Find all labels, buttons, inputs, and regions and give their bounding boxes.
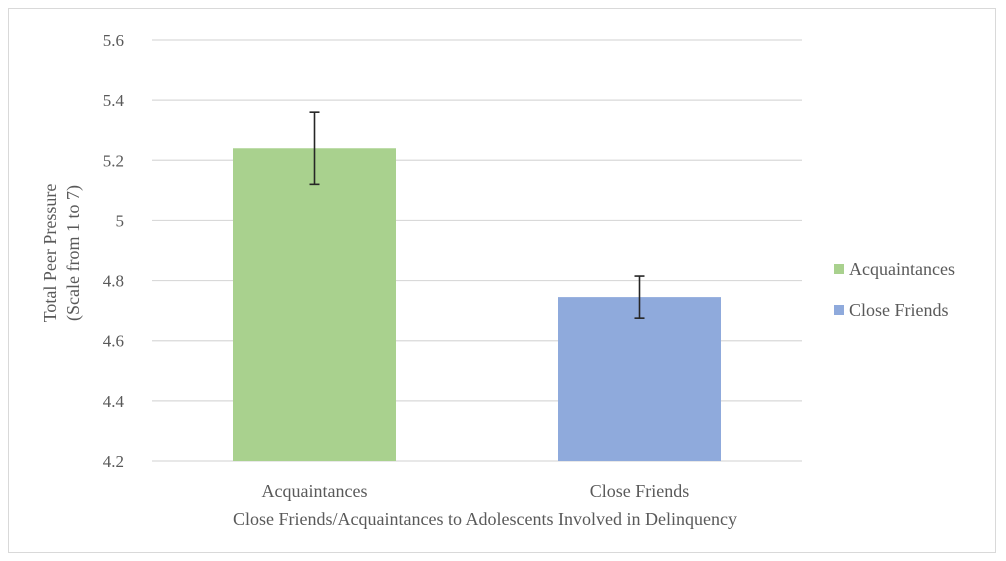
chart-frame: 4.2 4.4 4.6 4.8 5 5.2 5.4 5.6 Acquaintances Clos… [8, 8, 996, 553]
x-tick-label: Close Friends [590, 481, 690, 501]
bar-acquaintances [233, 148, 396, 461]
legend: Acquaintances Close Friends [834, 259, 955, 320]
legend-swatch-acquaintances [834, 264, 844, 274]
x-tick-labels: Acquaintances Close Friends [262, 481, 690, 501]
y-tick-label: 5.6 [103, 31, 124, 50]
bar-chart: 4.2 4.4 4.6 4.8 5 5.2 5.4 5.6 Acquaintances Clos… [40, 31, 955, 529]
y-axis-title-line1: Total Peer Pressure [40, 184, 60, 323]
y-tick-label: 5 [116, 211, 125, 230]
y-tick-label: 5.4 [103, 91, 125, 110]
x-tick-label: Acquaintances [262, 481, 368, 501]
legend-label-close-friends: Close Friends [849, 300, 949, 320]
x-axis-title: Close Friends/Acquaintances to Adolescen… [233, 509, 737, 529]
y-tick-label: 4.8 [103, 272, 124, 291]
y-tick-label: 4.2 [103, 452, 124, 471]
y-tick-label: 4.6 [103, 332, 124, 351]
y-axis-title-line2: (Scale from 1 to 7) [63, 185, 84, 321]
legend-label-acquaintances: Acquaintances [849, 259, 955, 279]
y-tick-label: 5.2 [103, 151, 124, 170]
legend-swatch-close-friends [834, 305, 844, 315]
y-tick-labels: 4.2 4.4 4.6 4.8 5 5.2 5.4 5.6 [103, 31, 125, 471]
bars [233, 148, 721, 461]
bar-close-friends [558, 297, 721, 461]
y-tick-label: 4.4 [103, 392, 125, 411]
error-bars [309, 111, 645, 319]
